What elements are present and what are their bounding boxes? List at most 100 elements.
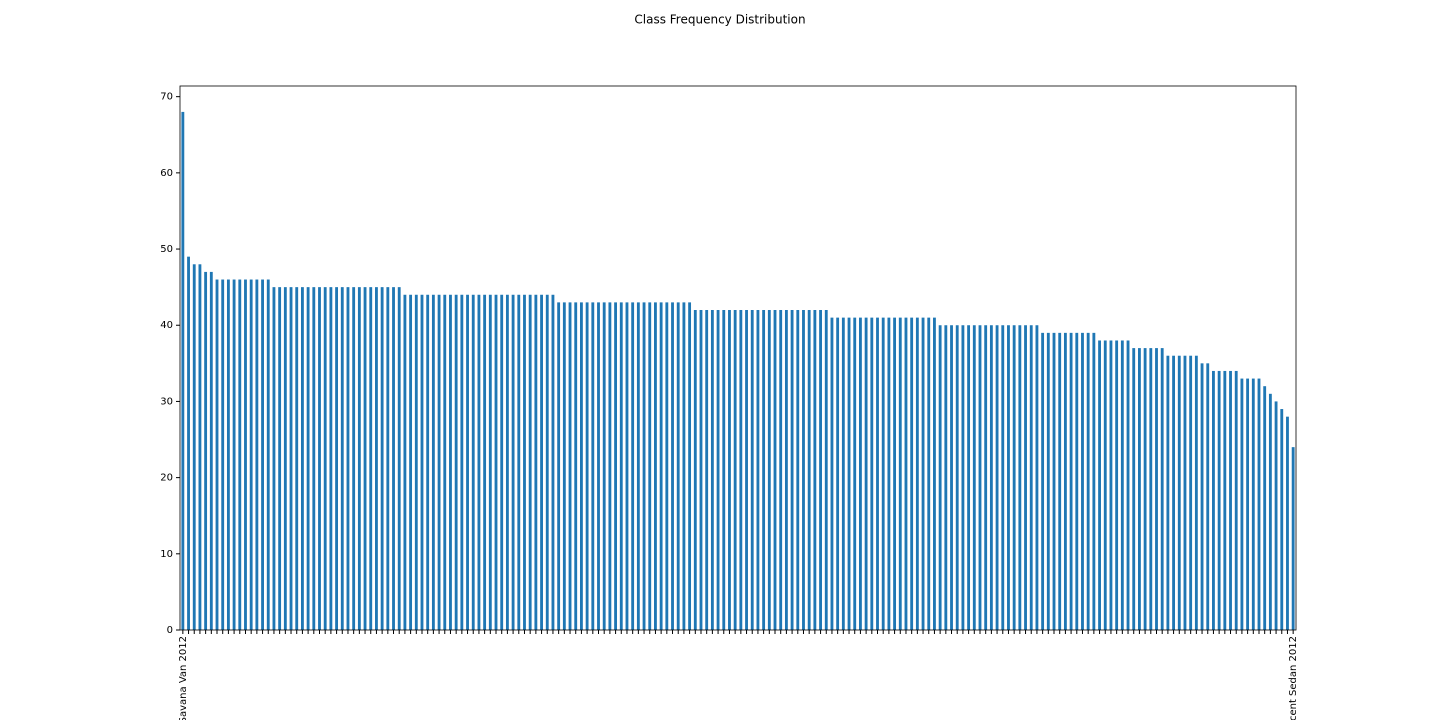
bar xyxy=(1240,378,1244,630)
bar xyxy=(836,317,840,630)
bar xyxy=(864,317,868,630)
bar xyxy=(1155,348,1158,630)
x-tick-label: GMC Savana Van 2012 xyxy=(178,636,189,720)
chart-title: Class Frequency Distribution xyxy=(634,13,805,27)
bar xyxy=(870,317,874,630)
bar xyxy=(1274,401,1278,630)
bar xyxy=(232,279,236,630)
bar xyxy=(984,325,988,630)
bar xyxy=(1212,370,1215,630)
bar xyxy=(340,287,344,630)
bar xyxy=(318,287,321,630)
bar xyxy=(989,325,993,630)
bar xyxy=(1120,340,1124,630)
bar xyxy=(915,317,919,630)
bar xyxy=(426,294,430,630)
bar xyxy=(767,310,771,630)
bar xyxy=(579,302,583,630)
bar xyxy=(784,310,788,630)
bar xyxy=(312,287,316,630)
bar xyxy=(1229,370,1232,630)
bar xyxy=(796,310,800,630)
bar xyxy=(591,302,595,630)
y-tick-label: 70 xyxy=(160,92,173,103)
bar xyxy=(642,302,646,630)
bar xyxy=(278,287,282,630)
bar xyxy=(272,287,276,630)
bar xyxy=(1063,332,1067,630)
bar xyxy=(369,287,373,630)
bar xyxy=(306,287,310,630)
bar xyxy=(773,310,777,630)
bar xyxy=(403,294,407,630)
bar xyxy=(204,271,208,630)
bar xyxy=(1223,370,1227,630)
bar xyxy=(1194,355,1198,630)
bar xyxy=(1086,332,1090,630)
bar xyxy=(517,294,521,630)
bar xyxy=(671,302,674,630)
y-tick-label: 50 xyxy=(160,244,173,255)
bar xyxy=(1069,332,1073,630)
bar xyxy=(226,279,230,630)
bar xyxy=(1001,325,1005,630)
bar xyxy=(192,264,196,630)
bar xyxy=(392,287,395,630)
bar xyxy=(557,302,561,630)
bar xyxy=(1257,378,1261,630)
bar xyxy=(614,302,618,630)
bar xyxy=(750,310,754,630)
bar xyxy=(1200,363,1204,630)
bar xyxy=(1098,340,1101,630)
bar xyxy=(471,294,475,630)
bar xyxy=(682,302,686,630)
bar xyxy=(540,294,543,630)
bar xyxy=(1143,348,1147,630)
bar xyxy=(505,294,509,630)
bar xyxy=(608,302,612,630)
bar xyxy=(375,287,378,630)
bar xyxy=(1166,355,1170,630)
bar xyxy=(961,325,965,630)
bar xyxy=(710,310,714,630)
bar xyxy=(921,317,925,630)
bar xyxy=(904,317,908,630)
bar xyxy=(181,111,185,630)
bar xyxy=(1177,355,1181,630)
bar xyxy=(1029,325,1033,630)
bar xyxy=(551,294,555,630)
bar xyxy=(648,302,652,630)
bar xyxy=(574,302,578,630)
y-tick-label: 0 xyxy=(167,625,173,636)
bar xyxy=(1189,355,1193,630)
bar xyxy=(323,287,327,630)
bar xyxy=(585,302,589,630)
y-tick-label: 20 xyxy=(160,473,173,484)
bar xyxy=(300,287,304,630)
bar xyxy=(523,294,526,630)
bar xyxy=(1251,378,1255,630)
bar xyxy=(443,294,447,630)
bar xyxy=(950,325,953,630)
bar xyxy=(830,317,834,630)
bar xyxy=(1268,393,1272,630)
bar xyxy=(631,302,635,630)
bar xyxy=(597,302,600,630)
bar xyxy=(249,279,253,630)
bar xyxy=(460,294,464,630)
bar xyxy=(1286,416,1289,630)
y-tick-label: 30 xyxy=(160,396,173,407)
bar xyxy=(488,294,492,630)
bar xyxy=(898,317,902,630)
bar xyxy=(283,287,287,630)
bar xyxy=(1024,325,1027,630)
bar xyxy=(363,287,367,630)
bar xyxy=(221,279,225,630)
bar xyxy=(955,325,959,630)
bar xyxy=(420,294,424,630)
bar xyxy=(853,317,857,630)
bar xyxy=(745,310,748,630)
bar xyxy=(841,317,845,630)
